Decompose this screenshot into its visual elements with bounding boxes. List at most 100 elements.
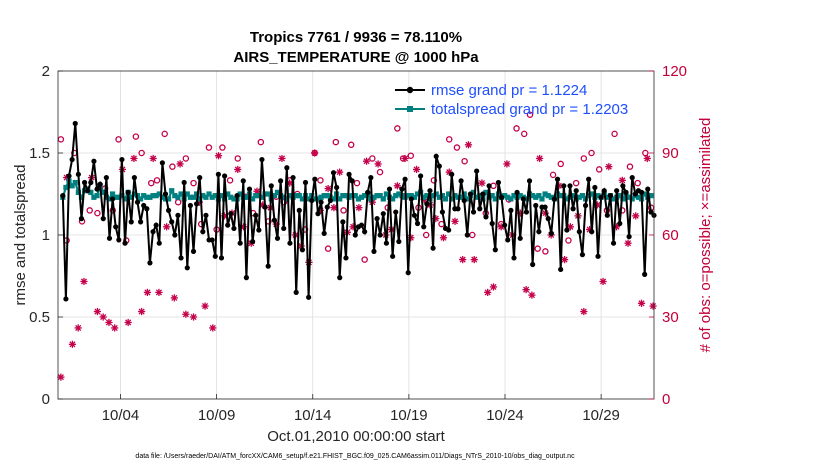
totalspread-point — [411, 194, 418, 200]
totalspread-point — [439, 193, 446, 199]
rmse-point — [508, 207, 514, 213]
rmse-point — [228, 211, 234, 217]
obs-assimilated-point — [528, 291, 536, 299]
obs-assimilated-point — [105, 318, 113, 327]
y2-tick-label: 120 — [662, 63, 687, 80]
rmse-point — [330, 170, 337, 176]
rmse-point — [586, 176, 592, 182]
totalspread-point — [455, 194, 461, 200]
y2-tick-label: 90 — [662, 145, 679, 162]
totalspread-point — [358, 194, 365, 200]
rmse-point — [66, 173, 72, 179]
rmse-point — [306, 294, 312, 300]
obs-assimilated-point — [637, 299, 646, 307]
rmse-point — [169, 219, 175, 225]
obs-assimilated-stroke — [57, 374, 64, 381]
rmse-point — [172, 232, 178, 238]
rmse-point — [589, 229, 595, 235]
obs-possible-point — [353, 179, 361, 187]
totalspread-point — [421, 194, 427, 200]
obs-possible-point — [86, 207, 93, 214]
obs-assimilated-stroke — [105, 319, 113, 326]
rmse-point — [125, 189, 131, 195]
obs-assimilated-stroke — [150, 155, 157, 162]
rmse-point — [159, 160, 165, 166]
totalspread-point — [629, 196, 635, 202]
totalspread-point — [377, 193, 383, 199]
totalspread-point — [424, 193, 430, 199]
x-tick-label: 10/29 — [582, 407, 620, 424]
totalspread-point — [505, 194, 511, 200]
totalspread-point — [172, 193, 178, 199]
rmse-point — [439, 209, 446, 215]
obs-assimilated-point — [93, 307, 102, 316]
rmse-point — [246, 186, 253, 192]
totalspread-point — [228, 194, 234, 200]
rmse-point — [567, 183, 573, 189]
obs-possible-point — [565, 237, 572, 244]
totalspread-point — [390, 196, 396, 202]
obs-assimilated-point — [163, 223, 171, 231]
totalspread-point — [131, 191, 137, 197]
obs-assimilated-stroke — [649, 303, 657, 310]
obs-assimilated-stroke — [465, 141, 472, 148]
obs-possible-point — [461, 157, 468, 165]
rmse-point — [116, 237, 122, 243]
obs-assimilated-point — [124, 318, 132, 327]
rmse-point — [623, 189, 629, 195]
rmse-point — [262, 204, 268, 210]
obs-assimilated-stroke — [130, 155, 137, 162]
totalspread-point — [464, 196, 470, 202]
totalspread-point — [446, 191, 452, 197]
obs-possible-point — [394, 125, 401, 132]
totalspread-point — [626, 194, 632, 200]
rmse-point — [601, 188, 607, 194]
obs-possible-point — [147, 179, 155, 187]
totalspread-point — [306, 196, 312, 202]
obs-assimilated-point — [643, 154, 651, 163]
obs-assimilated-point — [489, 283, 498, 291]
totalspread-point — [545, 193, 551, 199]
obs-assimilated-stroke — [75, 324, 82, 331]
obs-assimilated-stroke — [471, 256, 478, 263]
totalspread-point — [477, 193, 483, 199]
rmse-point — [237, 240, 243, 246]
obs-assimilated-point — [522, 286, 530, 294]
obs-assimilated-stroke — [278, 155, 286, 162]
legend: rmse grand pr = 1.1224 totalspread grand… — [395, 82, 628, 118]
obs-assimilated-point — [459, 256, 467, 264]
obs-assimilated-stroke — [490, 283, 497, 290]
obs-assimilated-point — [155, 288, 163, 296]
rmse-point — [156, 240, 162, 246]
rmse-point — [337, 275, 343, 281]
totalspread-point — [542, 191, 548, 197]
obs-assimilated-point — [189, 313, 198, 321]
rmse-point — [240, 178, 246, 184]
obs-possible-point — [611, 130, 618, 138]
rmse-point — [69, 156, 75, 163]
y2-tick-label: 0 — [662, 391, 670, 408]
obs-possible-point — [340, 207, 347, 214]
obs-assimilated-stroke — [171, 294, 178, 301]
rmse-point — [271, 217, 277, 223]
totalspread-point — [635, 194, 642, 200]
obs-assimilated-stroke — [632, 212, 639, 219]
totalspread-point — [343, 193, 349, 199]
rmse-point — [399, 186, 405, 192]
y-axis-label: rmse and totalspread — [12, 165, 29, 306]
obs-possible-point — [219, 144, 226, 151]
rmse-point — [455, 206, 461, 212]
obs-assimilated-stroke — [125, 319, 132, 326]
obs-assimilated-point — [478, 179, 486, 187]
rmse-point — [414, 220, 421, 227]
obs-assimilated-stroke — [80, 278, 88, 285]
obs-assimilated-point — [439, 234, 448, 242]
totalspread-point — [141, 193, 147, 199]
obs-possible-point — [132, 133, 140, 140]
rmse-point — [520, 196, 526, 202]
rmse-point — [259, 156, 265, 163]
obs-possible-point — [422, 231, 430, 239]
rmse-point — [610, 240, 617, 246]
obs-assimilated-stroke — [523, 286, 530, 293]
rmse-point — [405, 270, 411, 276]
